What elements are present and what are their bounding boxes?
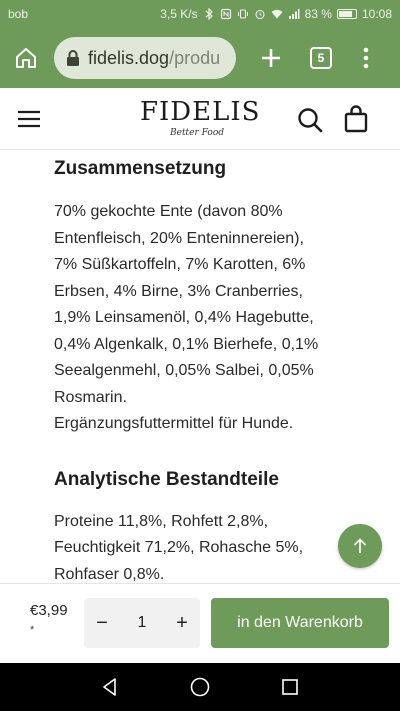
bluetooth-icon	[205, 8, 213, 20]
carrier-label: bob	[8, 7, 29, 21]
price: €3,99	[30, 602, 68, 619]
back-icon[interactable]	[100, 677, 120, 697]
section-text-composition: 70% gekochte Ente (davon 80% Entenfleisc…	[54, 203, 319, 432]
status-right: 3,5 K/s 83 % 10:08	[160, 7, 392, 21]
url-path: /produ	[169, 47, 221, 68]
tab-switcher-button[interactable]: 5	[296, 28, 346, 88]
alarm-icon	[255, 9, 265, 20]
browser-home-button[interactable]	[0, 28, 52, 88]
more-options-button[interactable]	[346, 28, 386, 88]
lock-icon	[67, 50, 79, 66]
nfc-icon	[220, 8, 231, 20]
wifi-icon	[271, 9, 283, 19]
shopping-bag-icon	[344, 105, 368, 133]
quantity-value[interactable]: 1	[137, 614, 147, 631]
status-bar: bob 3,5 K/s 83 % 10:08	[0, 0, 400, 28]
arrow-up-icon	[353, 538, 367, 553]
network-speed: 3,5 K/s	[160, 7, 198, 21]
site-header: FIDELIS Better Food	[0, 88, 400, 150]
quantity-stepper: − 1 +	[84, 598, 200, 648]
search-icon	[298, 108, 323, 133]
clock: 10:08	[361, 7, 392, 21]
add-to-cart-button[interactable]: in den Warenkorb	[211, 598, 389, 648]
battery-percent: 83 %	[304, 7, 332, 21]
quantity-increase-button[interactable]: +	[176, 611, 188, 634]
logo-tagline: Better Food	[170, 128, 225, 138]
new-tab-button[interactable]	[246, 28, 296, 88]
battery-icon	[336, 9, 357, 19]
url-host: fidelis.dog	[88, 47, 170, 68]
more-vert-icon	[363, 47, 369, 69]
section-title-composition: Zusammensetzung	[54, 158, 227, 179]
home-icon	[16, 48, 36, 68]
menu-button[interactable]	[14, 104, 44, 134]
browser-toolbar: fidelis.dog/produ 5	[0, 28, 400, 88]
tab-switcher-icon: 5	[310, 47, 332, 69]
section-title-analytical: Analytische Bestandteile	[54, 468, 279, 490]
purchase-bar: €3,99 * − 1 + in den Warenkorb	[0, 583, 400, 663]
quantity-decrease-button[interactable]: −	[96, 611, 108, 634]
cart-button[interactable]	[342, 104, 370, 134]
scroll-to-top-button[interactable]	[338, 524, 382, 568]
signal-icon	[288, 9, 300, 19]
plus-icon	[262, 49, 280, 67]
product-details: Zusammensetzung 70% gekochte Ente (davon…	[0, 151, 400, 583]
hamburger-menu-icon	[18, 110, 40, 128]
vibrate-icon	[237, 9, 248, 19]
price-note: *	[30, 624, 35, 636]
home-circle-icon[interactable]	[189, 676, 211, 698]
url-bar[interactable]: fidelis.dog/produ	[54, 37, 236, 79]
recents-icon[interactable]	[280, 677, 300, 697]
system-nav-bar	[0, 663, 400, 711]
search-button[interactable]	[296, 106, 324, 134]
logo-brand: FIDELIS	[140, 97, 261, 127]
section-text-analytical: Proteine 11,8%, Rohfett 2,8%, Feuchtigke…	[54, 512, 304, 583]
logo[interactable]: FIDELIS Better Food	[140, 98, 260, 138]
